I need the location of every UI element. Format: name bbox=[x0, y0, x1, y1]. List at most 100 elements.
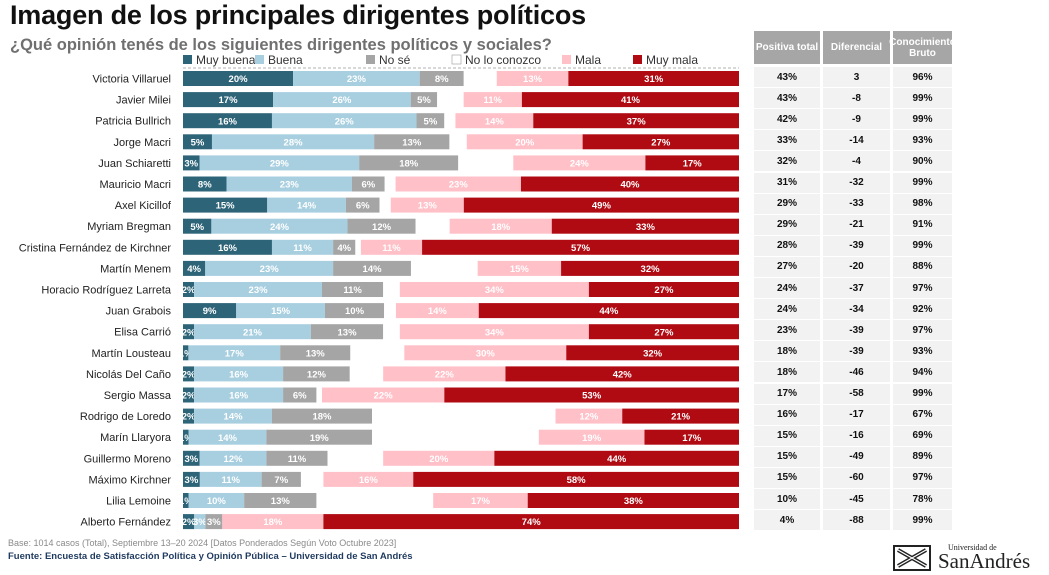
bar-segment-buena bbox=[199, 450, 267, 466]
data-label: 23% bbox=[260, 264, 280, 275]
table-cell: 15% bbox=[754, 425, 820, 446]
bar-segment-muy-mala bbox=[444, 387, 739, 403]
bar-segment-muy-buena bbox=[183, 387, 195, 403]
data-label: 1% bbox=[179, 433, 193, 444]
bar-segment-mala bbox=[383, 450, 495, 466]
data-label: 17% bbox=[219, 95, 239, 106]
legend-label: No sé bbox=[379, 53, 411, 67]
data-label: 1% bbox=[179, 348, 193, 359]
table-cell: -14 bbox=[823, 130, 890, 151]
category-label: Alberto Fernández bbox=[81, 517, 172, 529]
category-label: Juan Grabois bbox=[106, 306, 172, 318]
table-cell: -45 bbox=[823, 489, 890, 509]
data-label: 6% bbox=[293, 391, 307, 402]
category-label: Cristina Fernández de Kirchner bbox=[19, 242, 172, 254]
bar-segment-buena bbox=[211, 218, 348, 234]
bar-segment-muy-buena bbox=[183, 471, 200, 487]
bar-segment-muy-buena bbox=[183, 239, 272, 255]
bar-segment-mala bbox=[466, 134, 583, 150]
table-cell: -21 bbox=[823, 214, 890, 235]
bar-segment-muy-buena bbox=[183, 324, 195, 340]
bar-segment-mala bbox=[322, 387, 445, 403]
bar-segment-muy-buena bbox=[183, 345, 189, 361]
data-label: 20% bbox=[515, 137, 535, 148]
bar-segment-mala bbox=[323, 471, 414, 487]
data-label: 1% bbox=[179, 496, 193, 507]
data-label: 26% bbox=[332, 95, 352, 106]
bar-segment-mala bbox=[383, 366, 506, 382]
table-cell: -39 bbox=[823, 341, 890, 362]
table-cell: -60 bbox=[823, 467, 890, 488]
data-label: 38% bbox=[624, 496, 644, 507]
data-label: 37% bbox=[627, 116, 647, 127]
table-cell: 3 bbox=[823, 67, 890, 87]
bar-segment-no-se bbox=[322, 282, 384, 297]
bar-segment-muy-mala bbox=[520, 176, 739, 192]
bar-segment-no-lo-conozco bbox=[449, 134, 467, 150]
category-label: Martín Menem bbox=[100, 263, 171, 275]
university-crest-icon bbox=[893, 545, 931, 571]
data-label: 2% bbox=[182, 517, 196, 528]
bar-segment-no-lo-conozco bbox=[372, 408, 556, 424]
bar-segment-mala bbox=[404, 345, 567, 361]
bar-segment-buena bbox=[188, 493, 245, 508]
bar-segment-no-lo-conozco bbox=[410, 260, 478, 276]
category-label: Mauricio Macri bbox=[99, 179, 171, 191]
data-label: 4% bbox=[337, 243, 351, 254]
data-label: 5% bbox=[417, 95, 431, 106]
bar-segment-muy-buena bbox=[183, 408, 195, 424]
data-label: 14% bbox=[485, 116, 505, 127]
legend-label: Muy mala bbox=[646, 53, 698, 67]
bar-segment-muy-mala bbox=[551, 218, 739, 234]
bar-segment-no-lo-conozco bbox=[444, 113, 456, 129]
data-label: 23% bbox=[347, 74, 367, 85]
data-label: 74% bbox=[522, 517, 542, 528]
table-cell: 24% bbox=[754, 299, 820, 320]
data-label: 8% bbox=[435, 74, 449, 85]
table-header: Positiva total bbox=[754, 31, 820, 64]
bar-segment-no-se bbox=[419, 71, 464, 86]
data-label: 3% bbox=[184, 159, 198, 170]
bar-segment-no-lo-conozco bbox=[349, 366, 384, 382]
legend-swatch bbox=[255, 55, 264, 64]
table-cell: 28% bbox=[754, 235, 820, 256]
bar-segment-no-se bbox=[205, 514, 223, 530]
bar-segment-no-se bbox=[333, 260, 411, 276]
table-cell: 94% bbox=[893, 362, 952, 383]
table-cell: 99% bbox=[893, 510, 952, 531]
bar-segment-muy-mala bbox=[505, 366, 739, 382]
data-label: 13% bbox=[418, 201, 438, 212]
data-label: 24% bbox=[570, 159, 590, 170]
table-cell: 91% bbox=[893, 214, 952, 235]
table-cell: 24% bbox=[754, 278, 820, 298]
data-label: 20% bbox=[429, 454, 449, 465]
data-label: 19% bbox=[582, 433, 602, 444]
bar-segment-no-se bbox=[347, 218, 416, 234]
table-cell: 88% bbox=[893, 256, 952, 277]
data-label: 17% bbox=[225, 348, 245, 359]
base-note: Base: 1014 casos (Total), Septiembre 13–… bbox=[8, 538, 397, 548]
bar-segment-buena bbox=[199, 471, 262, 487]
bar-segment-buena bbox=[188, 345, 281, 361]
logo-text-small: Universidad de bbox=[948, 543, 997, 552]
data-label: 16% bbox=[218, 243, 238, 254]
bar-segment-muy-mala bbox=[566, 345, 739, 361]
data-label: 18% bbox=[312, 412, 332, 423]
table-cell: -39 bbox=[823, 320, 890, 341]
data-label: 16% bbox=[218, 116, 238, 127]
table-cell: 97% bbox=[893, 320, 952, 341]
data-label: 17% bbox=[683, 159, 703, 170]
bar-segment-buena bbox=[271, 239, 334, 255]
bar-segment-buena bbox=[271, 113, 417, 129]
table-cell: 96% bbox=[893, 67, 952, 87]
bar-segment-muy-buena bbox=[183, 366, 195, 382]
table-cell: 93% bbox=[893, 341, 952, 362]
table-cell: -4 bbox=[823, 151, 890, 172]
table-cell: 4% bbox=[754, 510, 820, 531]
bar-segment-muy-mala bbox=[494, 450, 739, 466]
data-label: 42% bbox=[613, 370, 633, 381]
data-label: 21% bbox=[243, 327, 263, 338]
legend-swatch bbox=[562, 55, 571, 64]
bar-segment-no-se bbox=[324, 303, 385, 319]
table-cell: 92% bbox=[893, 299, 952, 320]
